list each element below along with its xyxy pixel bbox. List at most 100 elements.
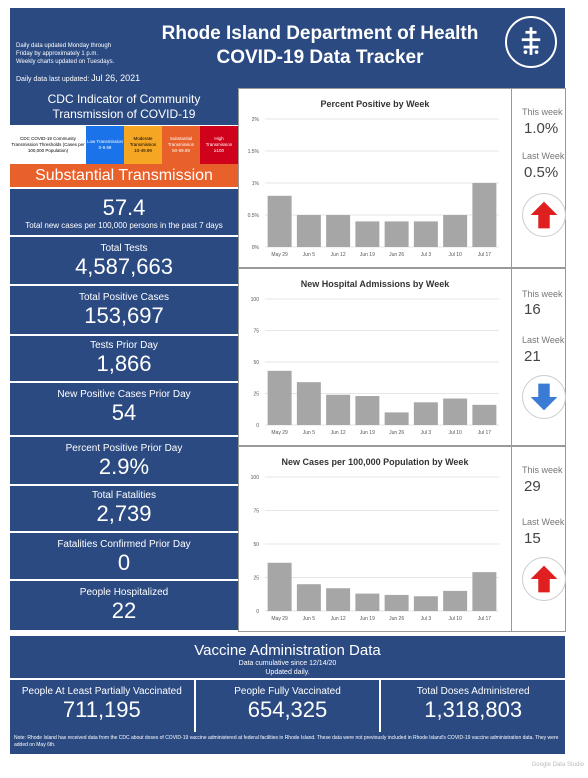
stat-label: New Positive Cases Prior Day xyxy=(57,389,191,400)
bar xyxy=(413,402,438,425)
last-updated: Daily data last updated: Jul 26, 2021 xyxy=(16,74,140,84)
y-tick-label: 50 xyxy=(253,542,259,548)
bar xyxy=(355,221,380,247)
stat-value: 2.9% xyxy=(98,454,150,479)
y-tick-label: 100 xyxy=(251,475,260,481)
weekly-comparison-percent-positive: This week 1.0% Last Week 0.5% xyxy=(512,88,566,268)
vaccine-stat-value: 711,195 xyxy=(62,697,141,722)
vaccine-stat-label: People At Least Partially Vaccinated xyxy=(21,686,182,697)
y-tick-label: 2% xyxy=(252,117,260,123)
vaccine-stat-value: 1,318,803 xyxy=(424,697,523,722)
percent-positive-chart: 0% 0.5% 1% 1.5% 2% May 29 Jun 5 Jun 12 Jun 19 Jun… xyxy=(248,117,499,258)
weekly-comparison-hospital-admissions: This week 16 Last Week 21 xyxy=(512,268,566,446)
bar xyxy=(384,412,409,425)
x-tick-label: Jun 26 xyxy=(389,252,404,258)
x-tick-label: Jun 5 xyxy=(303,616,315,622)
x-tick-label: May 29 xyxy=(271,616,288,622)
bar xyxy=(472,183,497,247)
cdc-title-line2: Transmission of COVID-19 xyxy=(52,107,196,121)
stat-people-hospitalized: People Hospitalized 22 xyxy=(10,579,238,630)
arrow-up-icon xyxy=(522,193,566,237)
stat-label: Total Fatalities xyxy=(92,490,156,501)
last-week-value: 15 xyxy=(524,530,541,547)
x-tick-label: Jul 3 xyxy=(421,430,432,436)
page-title: Rhode Island Department of Health COVID-… xyxy=(150,22,490,70)
x-tick-label: Jun 12 xyxy=(331,252,346,258)
vaccine-stats: People At Least Partially Vaccinated 711… xyxy=(10,678,565,732)
bar xyxy=(296,584,321,611)
x-tick-label: Jun 12 xyxy=(331,430,346,436)
x-tick-label: Jul 10 xyxy=(448,616,462,622)
vaccine-stat-label: People Fully Vaccinated xyxy=(234,686,341,697)
last-week-label: Last Week xyxy=(522,151,565,161)
x-tick-label: Jul 10 xyxy=(448,430,462,436)
vaccine-title: Vaccine Administration Data xyxy=(194,642,381,659)
weekly-comparison-new-cases: This week 29 Last Week 15 xyxy=(512,446,566,632)
this-week-label: This week xyxy=(522,289,563,299)
x-tick-label: Jun 19 xyxy=(360,430,375,436)
vaccine-section: Vaccine Administration Data Data cumulat… xyxy=(10,636,565,732)
page-title-line2: COVID-19 Data Tracker xyxy=(216,47,424,68)
y-tick-label: 25 xyxy=(253,392,259,398)
vaccine-stat-partially-vaccinated: People At Least Partially Vaccinated 711… xyxy=(10,680,196,732)
vaccine-subtitle-2: Updated daily. xyxy=(265,669,310,676)
stat-value: 1,866 xyxy=(96,351,152,376)
x-tick-label: Jul 10 xyxy=(448,252,462,258)
stat-label: People Hospitalized xyxy=(79,587,169,598)
x-tick-label: Jul 3 xyxy=(421,616,432,622)
y-tick-label: 1% xyxy=(252,181,260,187)
bar xyxy=(413,596,438,611)
footnote: Note: Rhode Island has received data fro… xyxy=(10,732,565,754)
stat-total-positive-cases: Total Positive Cases 153,697 xyxy=(10,284,238,334)
y-tick-label: 1.5% xyxy=(248,149,260,155)
stat-total-tests: Total Tests 4,587,663 xyxy=(10,235,238,284)
weekly-comparison-column: This week 1.0% Last Week 0.5% This week … xyxy=(512,88,566,632)
stat-percent-positive-prior-day: Percent Positive Prior Day 2.9% xyxy=(10,435,238,484)
vaccine-stat-value: 654,325 xyxy=(247,697,328,722)
x-tick-label: Jul 17 xyxy=(478,430,492,436)
chart-title: Percent Positive by Week xyxy=(320,99,430,109)
x-tick-label: Jun 12 xyxy=(331,616,346,622)
bar xyxy=(384,221,409,247)
stat-label: Total Positive Cases xyxy=(78,292,170,303)
y-tick-label: 0% xyxy=(252,245,260,251)
bar xyxy=(267,195,292,247)
stat-new-positive-prior-day: New Positive Cases Prior Day 54 xyxy=(10,381,238,435)
threshold-moderate: Moderate Transmission 10-49.99 xyxy=(124,126,162,164)
case-rate-value: 57.4 xyxy=(102,195,146,220)
chart-panel-new-cases: New Cases per 100,000 Population by Week… xyxy=(238,446,512,632)
stat-total-fatalities: Total Fatalities 2,739 xyxy=(10,484,238,531)
stat-label: Fatalities Confirmed Prior Day xyxy=(57,539,191,550)
chart-title: New Cases per 100,000 Population by Week xyxy=(281,457,469,467)
stat-value: 0 xyxy=(117,550,131,575)
cdc-indicator-title: CDC Indicator of Community Transmission … xyxy=(10,88,238,126)
bar xyxy=(413,221,438,247)
y-tick-label: 25 xyxy=(253,576,259,582)
bar xyxy=(384,594,409,611)
bar xyxy=(472,404,497,425)
bar xyxy=(326,215,351,247)
x-tick-label: Jun 26 xyxy=(389,430,404,436)
x-tick-label: Jun 5 xyxy=(303,252,315,258)
bar xyxy=(296,382,321,425)
last-updated-date: Jul 26, 2021 xyxy=(91,73,141,83)
vaccine-stat-total-doses: Total Doses Administered 1,318,803 xyxy=(381,680,565,732)
ri-doh-logo xyxy=(505,16,557,68)
transmission-status: Substantial Transmission xyxy=(10,164,238,187)
last-updated-label: Daily data last updated: xyxy=(16,76,90,83)
hospital-admissions-chart: 0 25 50 75 100 May 29 Jun 5 Jun 12 Jun 19 Jun 26 J… xyxy=(251,297,499,436)
update-note-2: Friday by approximately 1 p.m. xyxy=(16,51,99,57)
y-tick-label: 100 xyxy=(251,297,260,303)
stat-fatalities-confirmed-prior-day: Fatalities Confirmed Prior Day 0 xyxy=(10,531,238,579)
bar xyxy=(472,572,497,611)
stat-value: 22 xyxy=(111,598,137,623)
bar xyxy=(443,398,468,425)
bar xyxy=(355,593,380,611)
stat-tests-prior-day: Tests Prior Day 1,866 xyxy=(10,334,238,381)
transmission-thresholds: CDC COVID-19 Community Transmission Thre… xyxy=(10,126,238,164)
y-tick-label: 50 xyxy=(253,360,259,366)
stat-label: Tests Prior Day xyxy=(90,340,158,351)
thresholds-label: CDC COVID-19 Community Transmission Thre… xyxy=(11,136,85,153)
last-week-label: Last Week xyxy=(522,517,565,527)
last-week-label: Last Week xyxy=(522,335,565,345)
